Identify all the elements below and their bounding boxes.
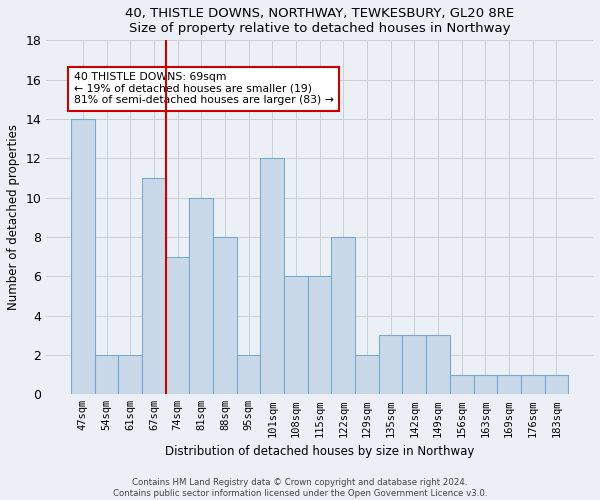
Bar bbox=[379, 336, 403, 394]
Text: 40 THISTLE DOWNS: 69sqm
← 19% of detached houses are smaller (19)
81% of semi-de: 40 THISTLE DOWNS: 69sqm ← 19% of detache… bbox=[74, 72, 334, 106]
Bar bbox=[426, 336, 450, 394]
Bar bbox=[355, 355, 379, 395]
Bar bbox=[237, 355, 260, 395]
Y-axis label: Number of detached properties: Number of detached properties bbox=[7, 124, 20, 310]
Bar bbox=[308, 276, 331, 394]
Bar bbox=[284, 276, 308, 394]
Bar bbox=[71, 119, 95, 394]
Bar bbox=[260, 158, 284, 394]
Bar bbox=[213, 237, 237, 394]
Bar bbox=[95, 355, 118, 395]
Bar bbox=[450, 374, 473, 394]
Bar bbox=[521, 374, 545, 394]
Bar bbox=[497, 374, 521, 394]
Bar bbox=[166, 256, 190, 394]
Bar bbox=[473, 374, 497, 394]
Bar bbox=[545, 374, 568, 394]
Bar bbox=[403, 336, 426, 394]
Bar bbox=[331, 237, 355, 394]
X-axis label: Distribution of detached houses by size in Northway: Distribution of detached houses by size … bbox=[165, 445, 475, 458]
Title: 40, THISTLE DOWNS, NORTHWAY, TEWKESBURY, GL20 8RE
Size of property relative to d: 40, THISTLE DOWNS, NORTHWAY, TEWKESBURY,… bbox=[125, 7, 514, 35]
Bar bbox=[118, 355, 142, 395]
Text: Contains HM Land Registry data © Crown copyright and database right 2024.
Contai: Contains HM Land Registry data © Crown c… bbox=[113, 478, 487, 498]
Bar bbox=[190, 198, 213, 394]
Bar bbox=[142, 178, 166, 394]
